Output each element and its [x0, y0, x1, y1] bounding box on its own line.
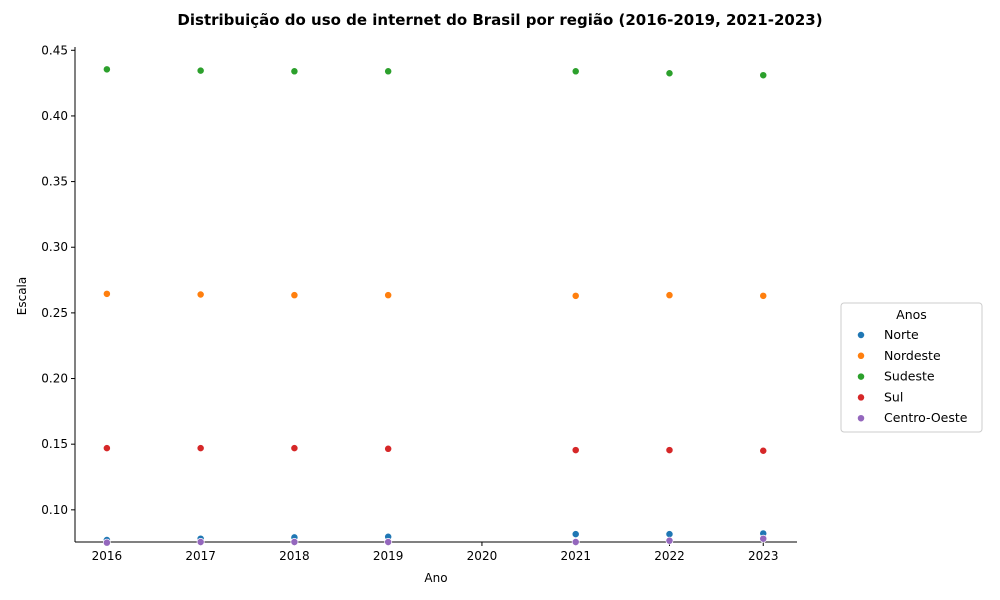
data-point	[571, 291, 580, 300]
y-tick-label: 0.20	[41, 372, 68, 386]
data-point	[384, 538, 393, 546]
legend-marker	[857, 372, 865, 381]
data-point	[759, 534, 768, 543]
y-tick-label: 0.25	[41, 306, 68, 320]
data-point	[196, 538, 205, 546]
x-tick-label: 2023	[748, 549, 779, 563]
x-tick-label: 2019	[373, 549, 404, 563]
x-tick-label: 2016	[92, 549, 123, 563]
data-point	[571, 530, 580, 539]
data-point	[102, 65, 111, 74]
legend-marker	[857, 393, 865, 402]
legend-label: Sudeste	[884, 369, 935, 384]
data-point	[665, 536, 674, 545]
y-tick-label: 0.30	[41, 240, 68, 254]
data-point	[665, 530, 674, 539]
data-point	[571, 446, 580, 455]
data-point	[759, 446, 768, 455]
data-point	[384, 67, 393, 76]
legend-marker	[857, 351, 865, 360]
series-sudeste	[102, 65, 768, 80]
y-axis-label: Escala	[15, 277, 29, 315]
y-tick-label: 0.40	[41, 109, 68, 123]
x-tick-label: 2021	[560, 549, 591, 563]
data-point	[571, 538, 580, 546]
y-tick-label: 0.35	[41, 175, 68, 189]
data-point	[196, 290, 205, 299]
legend-marker	[857, 331, 865, 339]
x-tick-label: 2017	[185, 549, 216, 563]
data-point	[759, 71, 768, 80]
x-tick-label: 2020	[467, 549, 498, 563]
plot-axes: 2016 2017 2018 2019 2020 2021 2022 2023 0.10 0.15…	[41, 43, 797, 563]
data-point	[290, 291, 299, 300]
data-points	[102, 65, 768, 547]
data-point	[665, 291, 674, 300]
x-tick-label: 2022	[654, 549, 685, 563]
chart-title: Distribuição do uso de internet do Brasi…	[177, 11, 822, 29]
legend-label: Sul	[884, 389, 903, 404]
series-centro-oeste	[102, 534, 768, 547]
data-point	[290, 538, 299, 546]
y-tick-label: 0.45	[41, 43, 68, 57]
legend-box	[840, 302, 983, 433]
x-axis-label: Ano	[424, 571, 447, 585]
data-point	[665, 446, 674, 455]
data-point	[290, 67, 299, 76]
legend-title: Anos	[896, 307, 927, 322]
legend: Anos Norte Nordeste Sudeste Sul Centro-Oeste	[840, 302, 983, 433]
data-point	[290, 444, 299, 453]
data-point	[102, 444, 111, 453]
legend-marker	[857, 414, 865, 423]
data-point	[384, 444, 393, 453]
data-point	[384, 291, 393, 300]
legend-label: Norte	[884, 327, 919, 342]
data-point	[196, 66, 205, 75]
y-tick-label: 0.15	[41, 437, 68, 451]
data-point	[196, 444, 205, 453]
x-tick-label: 2018	[279, 549, 310, 563]
series-sul	[102, 444, 768, 455]
data-point	[759, 291, 768, 300]
legend-label: Centro-Oeste	[884, 410, 968, 425]
data-point	[102, 538, 111, 547]
y-tick-label: 0.10	[41, 503, 68, 517]
data-point	[102, 289, 111, 298]
data-point	[665, 69, 674, 78]
legend-label: Nordeste	[884, 348, 941, 363]
data-point	[571, 67, 580, 76]
series-nordeste	[102, 289, 768, 300]
